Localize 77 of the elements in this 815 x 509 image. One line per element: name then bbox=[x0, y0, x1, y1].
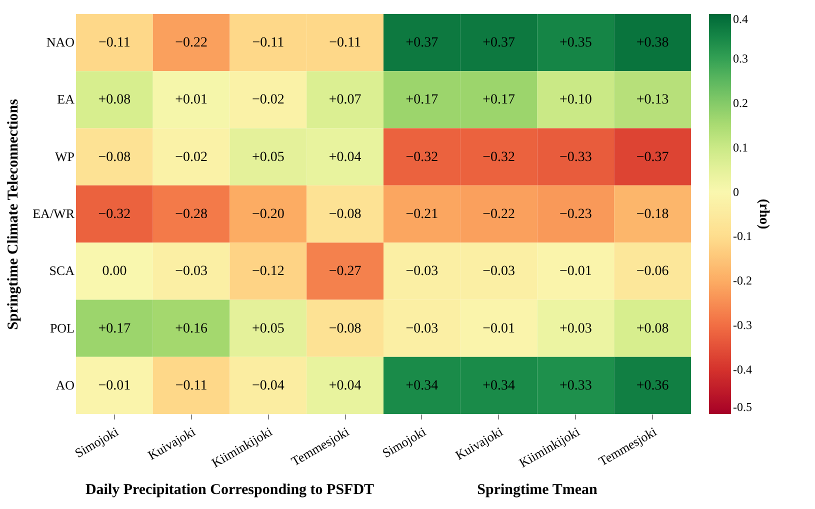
color-bar-title: (rho) bbox=[756, 198, 771, 230]
color-bar-label: -0.1 bbox=[733, 229, 752, 244]
data-label: +0.05 bbox=[252, 150, 284, 165]
data-label: −0.18 bbox=[636, 207, 669, 222]
data-label: +0.17 bbox=[406, 92, 438, 108]
data-label: −0.28 bbox=[175, 207, 208, 222]
data-label: −0.01 bbox=[559, 264, 592, 280]
data-label: +0.10 bbox=[559, 92, 592, 108]
color-bar-label: -0.3 bbox=[733, 318, 752, 332]
data-label: −0.32 bbox=[98, 207, 131, 222]
data-label: −0.03 bbox=[406, 264, 438, 280]
data-label: −0.02 bbox=[252, 92, 284, 108]
data-label: −0.08 bbox=[328, 207, 362, 222]
data-label: −0.12 bbox=[252, 264, 284, 280]
data-label: +0.36 bbox=[636, 378, 669, 394]
y-axis-title: Springtime Climate Teleconnections bbox=[6, 98, 22, 330]
y-tick-label: POL bbox=[50, 320, 75, 336]
data-label: +0.08 bbox=[98, 92, 131, 108]
data-label: −0.23 bbox=[559, 207, 592, 222]
color-bar-label: 0.4 bbox=[733, 12, 748, 26]
data-label: 0.00 bbox=[102, 264, 127, 280]
data-label: −0.04 bbox=[252, 378, 284, 394]
data-label: +0.37 bbox=[482, 36, 516, 51]
y-tick-label: EA/WR bbox=[32, 206, 75, 221]
data-label: −0.08 bbox=[98, 150, 131, 165]
data-label: +0.01 bbox=[175, 92, 208, 108]
data-label: +0.34 bbox=[482, 378, 516, 394]
data-label: −0.02 bbox=[175, 150, 208, 165]
data-label: −0.32 bbox=[406, 150, 438, 165]
data-label: −0.27 bbox=[328, 264, 362, 280]
y-tick-label: EA bbox=[57, 92, 76, 107]
data-label: +0.04 bbox=[328, 150, 362, 165]
data-label: −0.03 bbox=[406, 321, 438, 336]
data-label: −0.06 bbox=[636, 264, 669, 280]
data-label: −0.32 bbox=[482, 150, 516, 165]
data-label: +0.16 bbox=[175, 321, 208, 336]
data-label: −0.11 bbox=[175, 378, 208, 394]
color-bar-label: 0.2 bbox=[733, 96, 748, 110]
data-label: −0.22 bbox=[482, 207, 516, 222]
data-label: +0.34 bbox=[406, 378, 438, 394]
data-label: +0.35 bbox=[559, 36, 592, 51]
data-label: +0.04 bbox=[328, 378, 362, 394]
data-label: −0.20 bbox=[252, 207, 284, 222]
data-label: −0.11 bbox=[98, 36, 130, 51]
y-tick-label: WP bbox=[55, 148, 74, 164]
data-label: +0.37 bbox=[406, 36, 438, 51]
y-tick-label: AO bbox=[56, 377, 74, 392]
data-label: −0.22 bbox=[175, 36, 208, 51]
data-label: +0.17 bbox=[482, 92, 516, 108]
data-label: +0.13 bbox=[636, 92, 669, 108]
data-label: +0.17 bbox=[98, 321, 131, 336]
text: Springtime Tmean bbox=[477, 482, 598, 498]
color-bar-label: -0.2 bbox=[733, 274, 752, 288]
data-label: +0.38 bbox=[636, 36, 669, 51]
data-label: +0.33 bbox=[559, 378, 592, 394]
y-tick-label: SCA bbox=[49, 263, 76, 278]
data-label: −0.01 bbox=[482, 321, 516, 336]
color-bar-label: -0.5 bbox=[733, 400, 752, 414]
data-label: −0.11 bbox=[252, 36, 284, 51]
data-label: +0.05 bbox=[252, 321, 284, 336]
color-bar-label: 0 bbox=[733, 184, 739, 199]
y-tick-label: NAO bbox=[46, 34, 74, 50]
color-bar-label: 0.1 bbox=[733, 140, 748, 154]
data-label: −0.03 bbox=[175, 264, 208, 280]
color-bar-label: 0.3 bbox=[733, 51, 748, 66]
color-bar-label: -0.4 bbox=[733, 362, 752, 377]
data-label: −0.01 bbox=[98, 378, 131, 394]
data-label: +0.03 bbox=[559, 321, 592, 336]
data-label: −0.11 bbox=[329, 36, 362, 51]
data-label: −0.08 bbox=[328, 321, 362, 336]
data-label: −0.03 bbox=[482, 264, 516, 280]
data-label: −0.21 bbox=[406, 207, 438, 222]
data-label: +0.07 bbox=[328, 92, 362, 108]
text: Daily Precipitation Corresponding to PSFDT bbox=[85, 482, 374, 498]
data-label: −0.37 bbox=[636, 150, 669, 165]
data-label: −0.33 bbox=[559, 150, 592, 165]
data-label: +0.08 bbox=[636, 321, 669, 336]
